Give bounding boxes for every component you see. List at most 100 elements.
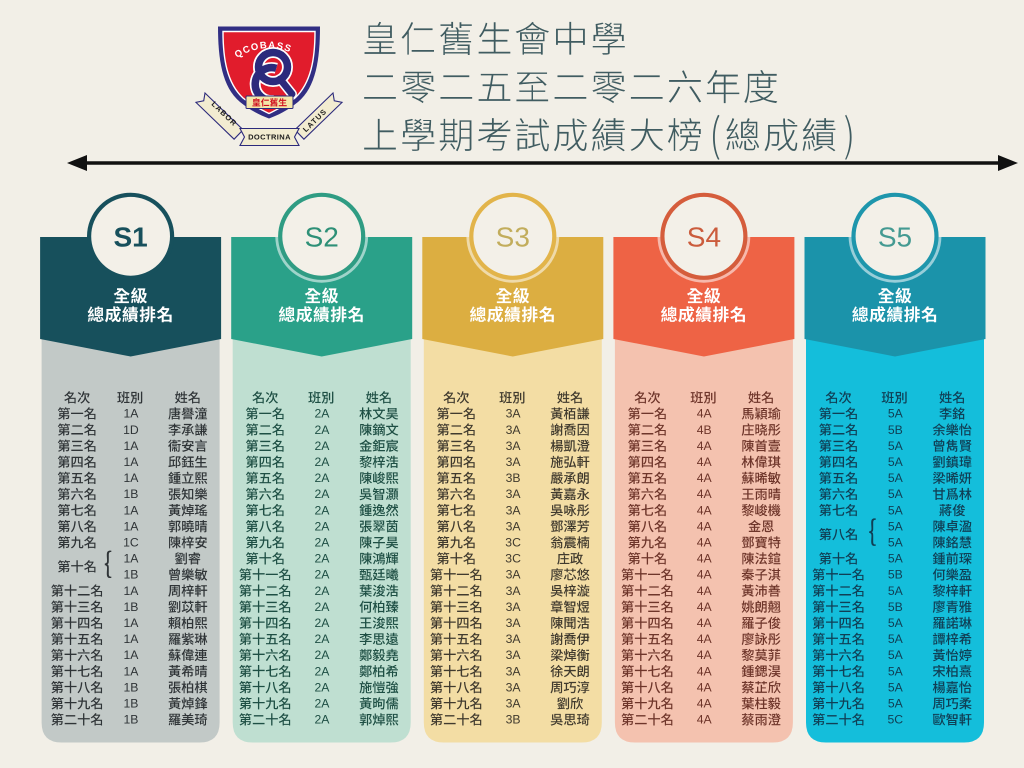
svg-text:1A: 1A [123,648,139,662]
svg-text:3A: 3A [506,519,522,533]
svg-text:1A: 1A [123,439,139,453]
svg-text:2A: 2A [315,632,331,646]
svg-text:3C: 3C [505,536,521,550]
svg-text:1B: 1B [123,568,138,582]
svg-text:3A: 3A [506,600,522,614]
svg-text:3A: 3A [506,697,522,711]
svg-text:1A: 1A [123,664,139,678]
svg-text:5B: 5B [888,423,903,437]
svg-text:5A: 5A [888,664,904,678]
svg-text:4A: 4A [697,632,713,646]
svg-text:2A: 2A [315,439,331,453]
svg-text:1D: 1D [123,423,139,437]
svg-text:5A: 5A [888,455,904,469]
svg-text:3A: 3A [506,455,522,469]
svg-text:2A: 2A [315,423,331,437]
svg-text:5A: 5A [888,632,904,646]
svg-text:2A: 2A [315,503,331,517]
svg-text:4A: 4A [697,568,713,582]
svg-text:S4: S4 [687,222,721,253]
svg-text:2A: 2A [315,584,331,598]
svg-text:3A: 3A [506,407,522,421]
svg-text:1B: 1B [123,697,138,711]
svg-text:5A: 5A [888,552,904,566]
svg-text:3A: 3A [506,584,522,598]
svg-text:4A: 4A [697,680,713,694]
svg-text:5A: 5A [888,648,904,662]
svg-text:3A: 3A [506,568,522,582]
svg-text:4A: 4A [697,471,713,485]
svg-text:4A: 4A [697,713,713,727]
svg-text:4A: 4A [697,519,713,533]
svg-text:2A: 2A [315,552,331,566]
svg-text:1A: 1A [123,503,139,517]
svg-text:2A: 2A [315,568,331,582]
svg-text:S2: S2 [305,222,339,253]
svg-text:5A: 5A [888,616,904,630]
svg-text:4A: 4A [697,552,713,566]
svg-text:4B: 4B [697,423,712,437]
svg-text:4A: 4A [697,487,713,501]
svg-text:1C: 1C [123,536,139,550]
svg-text:5A: 5A [888,439,904,453]
svg-text:2A: 2A [315,664,331,678]
svg-text:5B: 5B [888,600,903,614]
svg-text:1A: 1A [123,407,139,421]
svg-text:3A: 3A [506,664,522,678]
svg-text:4A: 4A [697,407,713,421]
svg-text:3C: 3C [505,552,521,566]
svg-text:2A: 2A [315,536,331,550]
svg-text:1B: 1B [123,600,138,614]
svg-text:1B: 1B [123,680,138,694]
svg-text:5A: 5A [888,503,904,517]
svg-text:1A: 1A [123,471,139,485]
svg-text:1A: 1A [123,632,139,646]
svg-text:3B: 3B [506,471,521,485]
svg-text:5A: 5A [888,584,904,598]
svg-text:3A: 3A [506,487,522,501]
svg-text:5A: 5A [888,536,904,550]
svg-text:2A: 2A [315,471,331,485]
svg-text:4A: 4A [697,664,713,678]
svg-text:2A: 2A [315,407,331,421]
svg-text:5A: 5A [888,471,904,485]
svg-text:4A: 4A [697,503,713,517]
svg-text:5A: 5A [888,519,904,533]
svg-text:4A: 4A [697,616,713,630]
svg-text:5C: 5C [888,713,904,727]
svg-text:1A: 1A [123,519,139,533]
svg-text:S5: S5 [878,222,912,253]
svg-text:3A: 3A [506,632,522,646]
svg-text:3A: 3A [506,503,522,517]
svg-text:2A: 2A [315,487,331,501]
svg-text:4A: 4A [697,439,713,453]
svg-text:S1: S1 [113,222,147,253]
svg-text:4A: 4A [697,648,713,662]
svg-text:1A: 1A [123,584,139,598]
svg-text:2A: 2A [315,713,331,727]
svg-text:3A: 3A [506,439,522,453]
svg-text:3A: 3A [506,680,522,694]
svg-text:1A: 1A [123,616,139,630]
svg-text:1B: 1B [123,487,138,501]
svg-text:5A: 5A [888,697,904,711]
svg-text:3A: 3A [506,423,522,437]
svg-text:2A: 2A [315,519,331,533]
svg-text:3B: 3B [506,713,521,727]
svg-text:5A: 5A [888,680,904,694]
svg-text:4A: 4A [697,536,713,550]
svg-text:4A: 4A [697,584,713,598]
svg-text:2A: 2A [315,680,331,694]
svg-text:S3: S3 [496,222,530,253]
svg-text:2A: 2A [315,697,331,711]
svg-text:4A: 4A [697,455,713,469]
svg-text:1B: 1B [123,713,138,727]
svg-text:3A: 3A [506,648,522,662]
svg-text:2A: 2A [315,616,331,630]
svg-text:1A: 1A [123,455,139,469]
svg-text:1A: 1A [123,552,139,566]
svg-text:4A: 4A [697,600,713,614]
svg-text:2A: 2A [315,648,331,662]
svg-text:4A: 4A [697,697,713,711]
svg-text:3A: 3A [506,616,522,630]
